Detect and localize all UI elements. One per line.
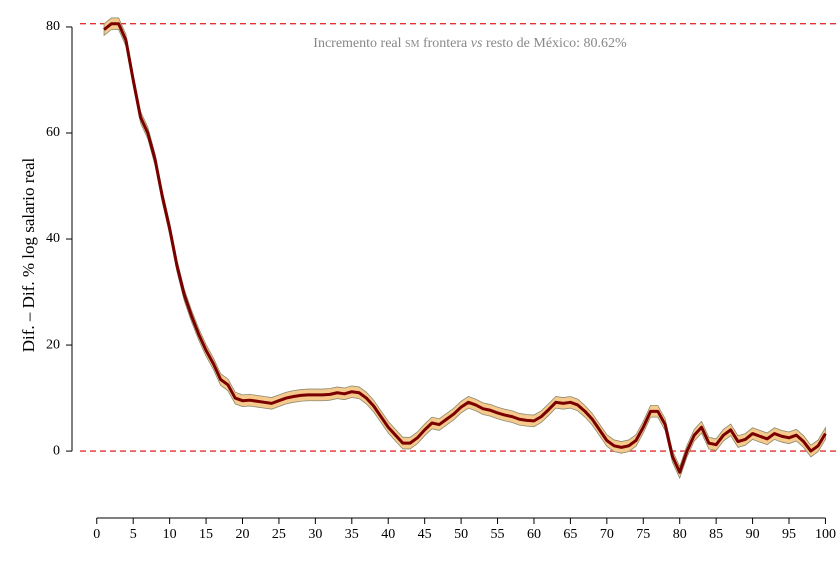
x-tick-label: 30 xyxy=(308,527,322,542)
x-tick-label: 35 xyxy=(345,527,359,542)
x-tick-label: 45 xyxy=(418,527,432,542)
x-tick-label: 20 xyxy=(235,527,249,542)
y-tick-label: 60 xyxy=(46,125,60,140)
x-tick-label: 5 xyxy=(130,527,137,542)
y-tick-label: 0 xyxy=(53,443,60,458)
y-tick-label: 80 xyxy=(46,19,60,34)
x-tick-label: 75 xyxy=(636,527,650,542)
confidence-band xyxy=(103,17,826,480)
x-tick-label: 55 xyxy=(491,527,505,542)
y-tick-label: 20 xyxy=(46,337,60,352)
annotation-part: frontera xyxy=(419,36,470,51)
x-tick-label: 100 xyxy=(815,527,836,542)
x-tick-label: 85 xyxy=(709,527,723,542)
x-tick-label: 60 xyxy=(527,527,541,542)
x-tick-label: 40 xyxy=(381,527,395,542)
annotation-part: Incremento real xyxy=(313,36,405,51)
annotation-part: resto de México: 80.62% xyxy=(482,36,627,51)
x-tick-label: 25 xyxy=(272,527,286,542)
x-tick-label: 90 xyxy=(746,527,760,542)
x-tick-label: 0 xyxy=(93,527,100,542)
x-tick-label: 15 xyxy=(199,527,213,542)
x-tick-label: 70 xyxy=(600,527,614,542)
x-tick-label: 65 xyxy=(563,527,577,542)
line xyxy=(103,22,827,474)
annotation-part: sm xyxy=(405,36,420,51)
annotation: Incremento real sm frontera vs resto de … xyxy=(313,36,627,51)
x-tick-label: 50 xyxy=(454,527,468,542)
y-tick-label: 40 xyxy=(46,231,60,246)
x-tick-label: 10 xyxy=(163,527,177,542)
x-tick-label: 80 xyxy=(673,527,687,542)
y-axis-label: Dif. – Dif. % log salario real xyxy=(19,157,38,352)
x-tick-label: 95 xyxy=(782,527,796,542)
annotation-part: vs xyxy=(471,36,483,51)
